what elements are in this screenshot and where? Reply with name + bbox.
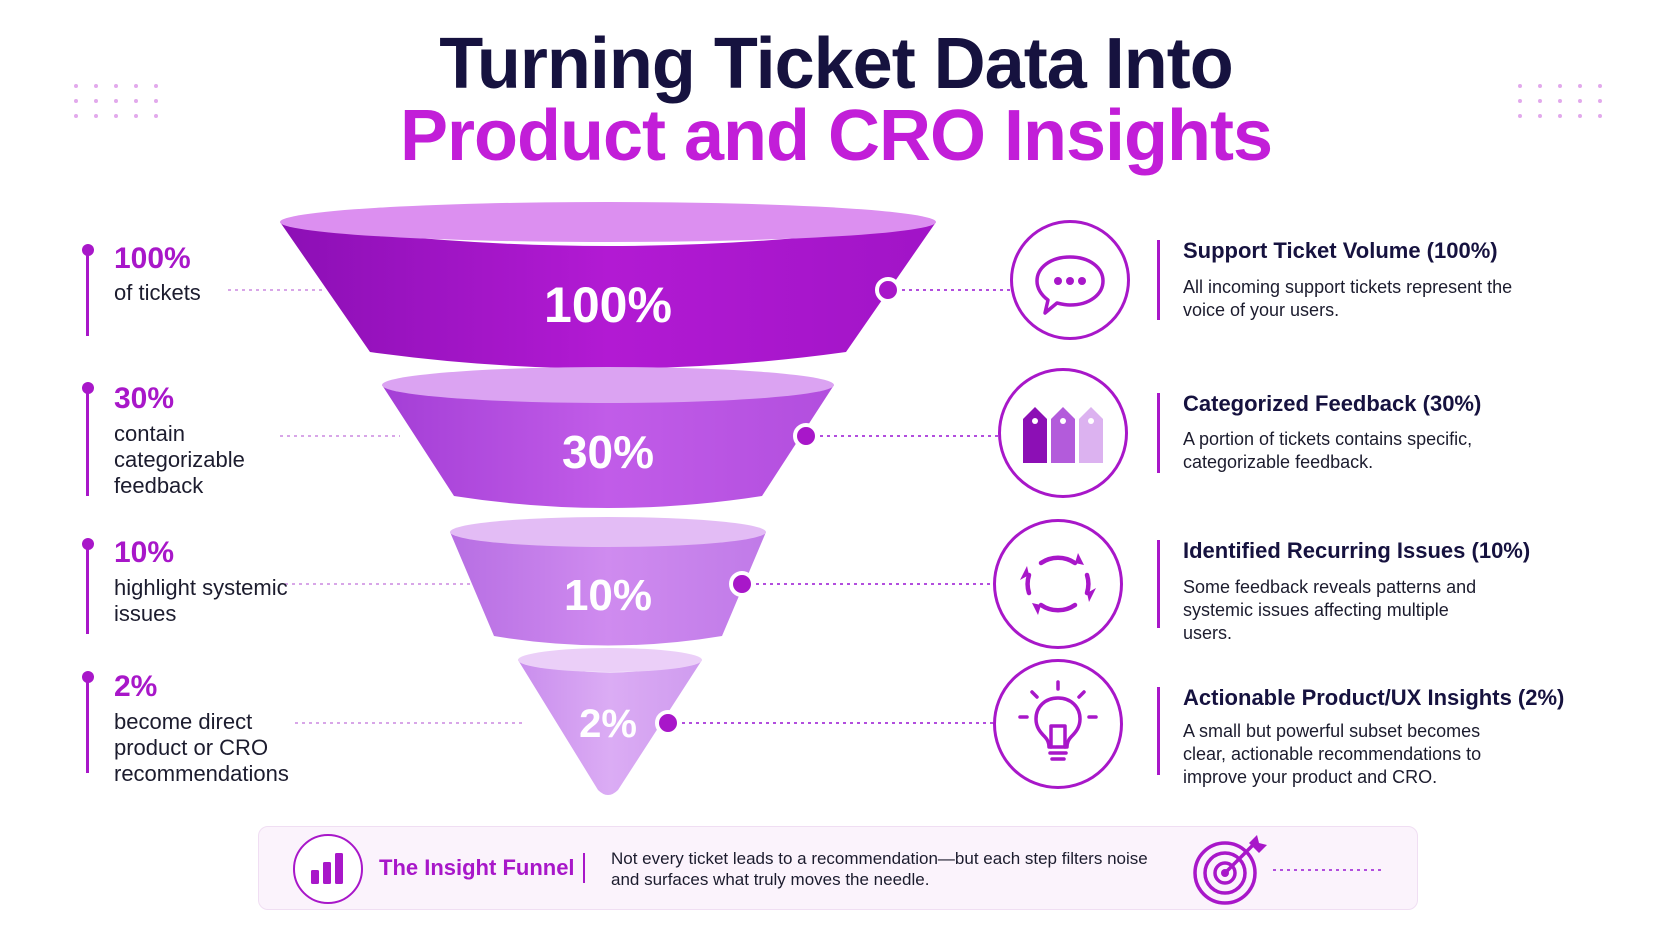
banner-divider <box>583 853 585 883</box>
stage-icon-circle-3 <box>993 519 1123 649</box>
title-line-2: Product and CRO Insights <box>399 96 1273 176</box>
funnel-stage-2 <box>382 367 834 508</box>
bar-chart-icon-circle <box>293 834 363 904</box>
right-accent-bar-3 <box>1157 540 1160 628</box>
left-marker-dot-3 <box>82 538 94 550</box>
stage-desc-1: All incoming support tickets represent t… <box>1183 277 1513 320</box>
bar-chart-icon <box>311 853 343 884</box>
recurring-cycle-icon <box>1020 553 1096 615</box>
funnel-stage-1 <box>280 202 936 369</box>
banner-label: The Insight Funnel <box>379 855 575 880</box>
node-3 <box>729 571 755 597</box>
left-percent-1: 100% <box>114 242 191 275</box>
stage-title-4: Actionable Product/UX Insights (2%) <box>1183 685 1565 710</box>
node-1 <box>875 277 901 303</box>
banner-text: Not every ticket leads to a recommendati… <box>611 849 1148 889</box>
funnel-label-2: 30% <box>562 426 654 478</box>
stage-title-3: Identified Recurring Issues (10%) <box>1183 538 1531 563</box>
funnel-stage-3 <box>450 517 766 646</box>
left-desc-4: become direct product or CRO recommendat… <box>114 709 289 786</box>
stage-desc-3: Some feedback reveals patterns and syste… <box>1183 577 1477 643</box>
title-line-1: Turning Ticket Data Into <box>439 24 1233 104</box>
left-marker-dot-4 <box>82 671 94 683</box>
left-desc-2: contain categorizable feedback <box>114 421 245 498</box>
left-percent-3: 10% <box>114 536 175 569</box>
left-marker-dot-1 <box>82 244 94 256</box>
stage-icon-circle-2 <box>998 368 1128 498</box>
stage-title-1: Support Ticket Volume (100%) <box>1183 238 1498 263</box>
left-percent-4: 2% <box>114 670 158 703</box>
target-icon <box>1193 835 1267 905</box>
left-marker-line-1 <box>86 252 89 336</box>
right-accent-bar-1 <box>1157 240 1160 320</box>
stage-desc-4: A small but powerful subset becomes clea… <box>1183 721 1482 787</box>
stage-icon-circle-1 <box>1010 220 1130 340</box>
left-percent-2: 30% <box>114 382 175 415</box>
tags-icon <box>1023 407 1103 463</box>
banner-dotted-line <box>1273 869 1383 871</box>
left-desc-3: highlight systemic issues <box>114 575 288 626</box>
funnel-label-3: 10% <box>564 571 652 620</box>
decorative-dots-right <box>1518 84 1605 118</box>
left-marker-line-4 <box>86 679 89 773</box>
left-desc-1: of tickets <box>114 280 201 305</box>
insight-funnel-banner: The Insight Funnel Not every ticket lead… <box>258 826 1418 910</box>
stage-desc-2: A portion of tickets contains specific, … <box>1183 429 1473 472</box>
left-marker-line-3 <box>86 546 89 634</box>
funnel-label-4: 2% <box>579 702 637 746</box>
right-accent-bar-4 <box>1157 687 1160 775</box>
funnel-label-1: 100% <box>544 277 672 333</box>
decorative-dots-left <box>74 84 161 118</box>
lightbulb-icon <box>1018 680 1098 761</box>
stage-icon-circle-4 <box>993 659 1123 789</box>
funnel-stage-4 <box>518 648 702 795</box>
right-accent-bar-2 <box>1157 393 1160 473</box>
speech-bubble-icon <box>1035 255 1105 315</box>
node-2 <box>793 423 819 449</box>
left-marker-line-2 <box>86 390 89 496</box>
node-4 <box>655 710 681 736</box>
stage-title-2: Categorized Feedback (30%) <box>1183 391 1482 416</box>
left-marker-dot-2 <box>82 382 94 394</box>
